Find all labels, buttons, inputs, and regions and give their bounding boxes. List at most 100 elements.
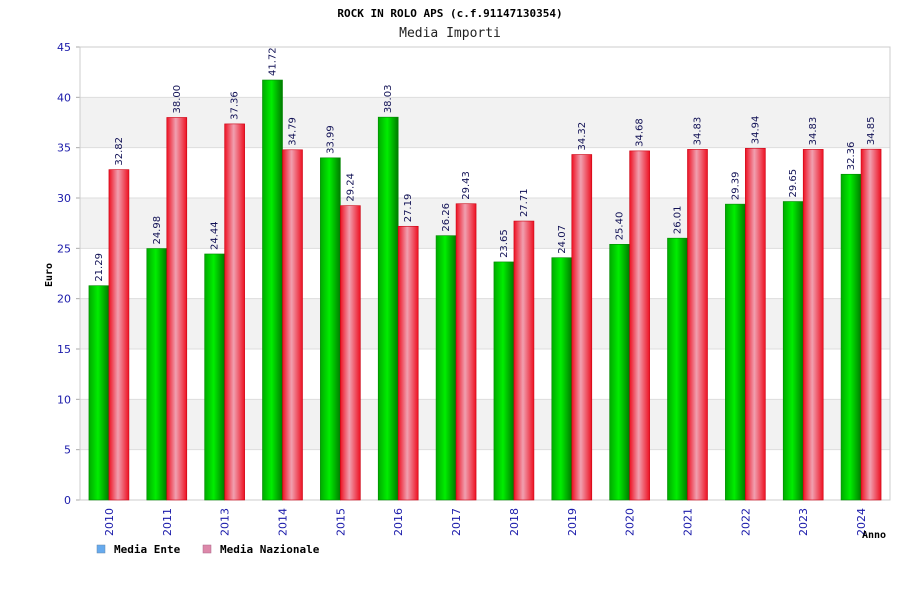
grid-band [80, 298, 890, 349]
bar-media-ente [204, 253, 225, 501]
bar-value-label: 24.44 [210, 221, 221, 250]
bar-media-nazionale [629, 150, 650, 501]
x-tick-label: 2011 [161, 508, 174, 536]
bar-media-ente [262, 79, 283, 501]
x-axis-label: Anno [862, 530, 886, 541]
legend-swatch-media-nazionale [202, 544, 212, 554]
x-tick-label: 2024 [855, 508, 868, 536]
y-tick-label: 35 [57, 142, 71, 155]
bar-value-label: 37.36 [230, 91, 241, 120]
bar-value-label: 21.29 [94, 253, 105, 282]
bar-media-nazionale [513, 220, 535, 501]
bar-media-ente [493, 261, 515, 501]
chart-title: ROCK IN ROLO APS (c.f.91147130354) [337, 7, 562, 20]
x-tick-label: 2013 [219, 508, 232, 536]
chart-subtitle: Media Importi [399, 26, 501, 41]
legend-label-media-nazionale: Media Nazionale [220, 543, 320, 556]
bar-media-ente [435, 235, 457, 501]
y-tick-label: 40 [57, 91, 71, 104]
bar-value-label: 26.26 [441, 203, 452, 232]
bar-value-label: 24.07 [557, 225, 568, 254]
x-tick-label: 2019 [566, 508, 579, 536]
x-tick-label: 2022 [739, 508, 752, 536]
bar-value-label: 29.24 [345, 173, 356, 202]
bar-value-label: 32.82 [114, 137, 125, 166]
y-axis-label: Euro [44, 263, 55, 287]
y-tick-label: 20 [57, 293, 71, 306]
x-tick-label: 2010 [103, 508, 116, 536]
y-tick-label: 15 [57, 343, 71, 356]
bar-media-ente [609, 244, 630, 501]
bar-value-label: 34.68 [635, 118, 646, 147]
bar-value-label: 33.99 [325, 125, 336, 154]
bar-media-nazionale [282, 149, 303, 501]
grid-band [80, 47, 890, 98]
plot-frame [79, 46, 891, 501]
grid-band [80, 449, 890, 500]
bar-value-label: 23.65 [499, 229, 510, 258]
y-tick-label: 45 [57, 41, 71, 54]
bar-media-ente [782, 201, 804, 501]
grid-band [80, 198, 890, 249]
bar-media-nazionale [108, 169, 130, 501]
bar-media-nazionale [571, 154, 593, 501]
bar-value-label: 29.65 [788, 169, 799, 198]
x-tick-label: 2021 [682, 508, 695, 536]
legend-label-media-ente: Media Ente [114, 543, 181, 556]
bar-media-ente [667, 237, 688, 501]
bar-media-ente [320, 157, 341, 501]
bar-value-label: 34.32 [577, 122, 588, 151]
grid-band [80, 147, 890, 198]
bar-media-ente [88, 285, 110, 501]
bar-value-label: 34.79 [288, 117, 299, 146]
value-labels: 21.29 32.82 24.98 38.00 24.44 37.36 41.72 34.79… [94, 47, 877, 281]
x-tick-label: 2014 [277, 508, 290, 536]
x-tick-label: 2017 [450, 508, 463, 536]
legend-swatch-media-ente [96, 544, 106, 554]
bar-value-label: 34.83 [693, 117, 704, 146]
bar-value-label: 38.00 [172, 85, 183, 114]
bars [88, 79, 882, 501]
bar-value-label: 34.83 [808, 117, 819, 146]
bar-media-nazionale [687, 149, 708, 501]
bar-value-label: 29.43 [461, 171, 472, 200]
bar-value-label: 26.01 [673, 206, 684, 235]
bar-media-ente [840, 173, 862, 501]
bar-media-nazionale [397, 225, 419, 501]
bar-media-nazionale [802, 149, 824, 501]
bar-media-nazionale [340, 205, 361, 501]
x-tick-label: 2016 [392, 508, 405, 536]
grid-band [80, 97, 890, 148]
bar-value-label: 41.72 [268, 47, 279, 76]
bar-value-label: 32.36 [846, 142, 857, 171]
y-tick-label: 0 [64, 494, 71, 507]
y-axis-ticks: 0 5 10 15 20 25 30 35 40 45 [57, 41, 71, 507]
bar-value-label: 27.71 [519, 188, 530, 217]
x-tick-label: 2015 [334, 508, 347, 536]
bar-value-label: 29.39 [730, 172, 741, 201]
bar-media-ente [551, 257, 573, 501]
grid [76, 46, 891, 501]
x-tick-label: 2023 [797, 508, 810, 536]
bar-value-label: 34.85 [866, 117, 877, 146]
bar-media-nazionale [860, 148, 882, 501]
grid-band [80, 399, 890, 450]
x-tick-label: 2020 [624, 508, 637, 536]
bar-media-nazionale [166, 117, 188, 501]
y-tick-label: 30 [57, 192, 71, 205]
bar-media-ente [146, 248, 168, 501]
y-tick-label: 25 [57, 242, 71, 255]
bar-value-label: 27.19 [403, 194, 414, 223]
grid-band [80, 248, 890, 299]
bar-value-label: 34.94 [750, 116, 761, 145]
bar-value-label: 25.40 [615, 212, 626, 241]
y-tick-label: 10 [57, 393, 71, 406]
bar-media-ente [377, 116, 399, 501]
x-tick-label: 2018 [508, 508, 521, 536]
bar-value-label: 38.03 [383, 85, 394, 114]
bar-value-label: 24.98 [152, 216, 163, 245]
legend: Media Ente Media Nazionale [96, 543, 320, 556]
bar-media-nazionale [455, 203, 477, 501]
x-axis-ticks: 2010 2011 2013 2014 2015 2016 2017 2018 2019 2020… [103, 508, 868, 536]
